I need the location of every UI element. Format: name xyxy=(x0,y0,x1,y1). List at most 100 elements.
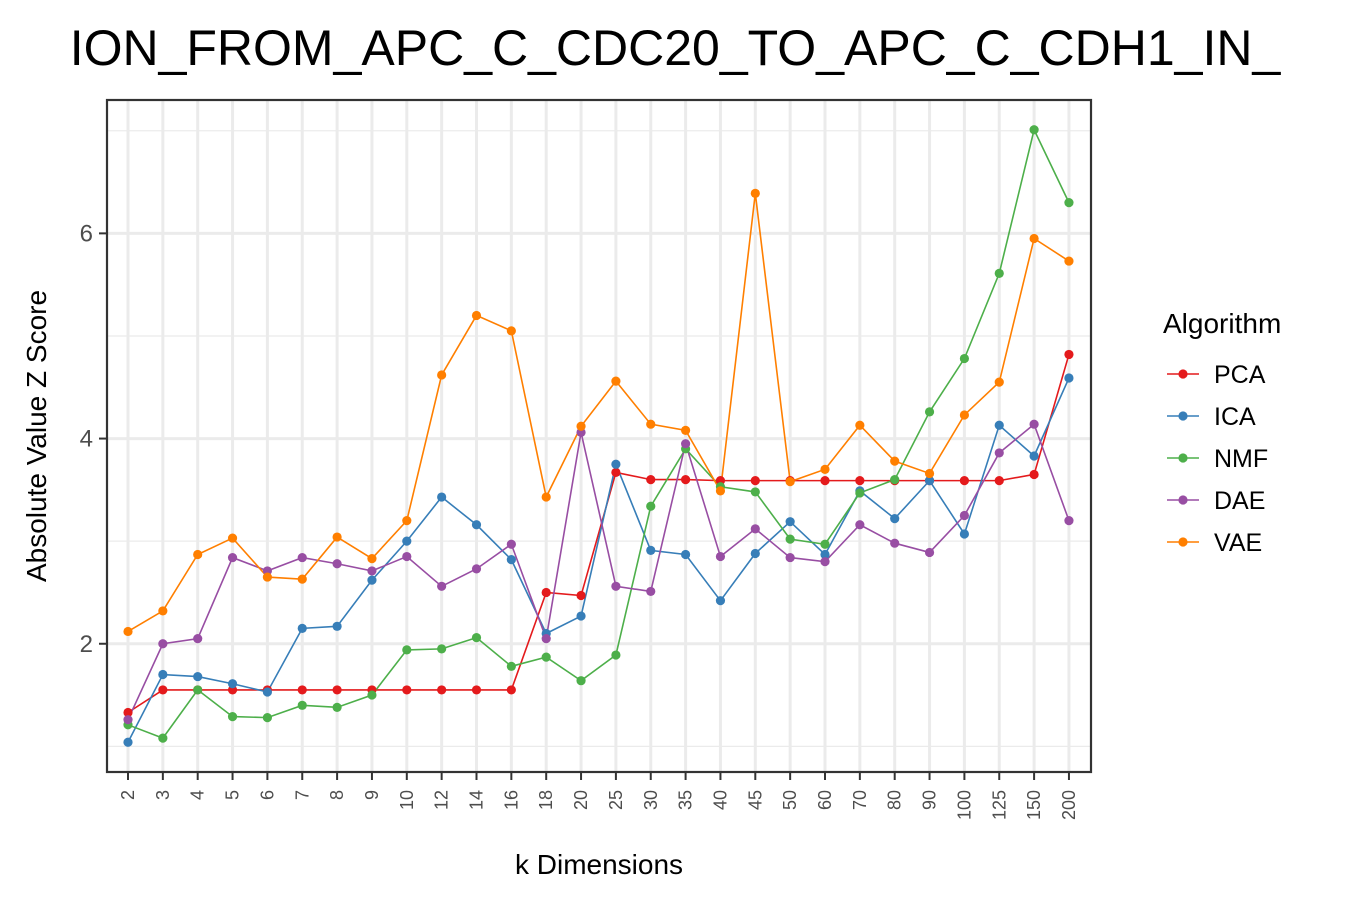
data-point-ica xyxy=(227,679,238,689)
legend-key-point xyxy=(1178,453,1188,463)
data-point-vae xyxy=(402,516,412,526)
y-axis: 2 4 6 xyxy=(80,220,107,658)
data-point-ica xyxy=(123,737,133,747)
data-point-ica xyxy=(1029,451,1039,461)
data-point-dae xyxy=(924,547,935,558)
data-point-ica xyxy=(994,420,1004,430)
data-point-nmf xyxy=(402,645,412,655)
plot-frame xyxy=(105,98,1093,774)
x-tick-label: 125 xyxy=(989,790,1009,820)
legend-key-point xyxy=(1178,411,1188,421)
data-point-vae xyxy=(820,464,830,474)
data-point-pca xyxy=(611,467,621,478)
data-point-vae xyxy=(262,572,272,582)
gridlines xyxy=(107,100,1091,772)
data-point-nmf xyxy=(820,539,830,549)
data-point-vae xyxy=(576,421,586,431)
data-point-ica xyxy=(715,596,726,606)
x-tick-label: 30 xyxy=(641,790,661,810)
data-point-pca xyxy=(123,707,133,718)
data-point-vae xyxy=(1029,233,1039,244)
legend-label: DAE xyxy=(1214,487,1265,515)
data-point-nmf xyxy=(576,676,586,686)
data-point-nmf xyxy=(193,685,203,695)
data-point-vae xyxy=(611,376,621,386)
data-point-vae xyxy=(715,486,726,496)
data-point-nmf xyxy=(611,650,621,660)
x-tick-label: 200 xyxy=(1059,790,1079,820)
data-point-nmf xyxy=(890,475,900,485)
data-point-pca xyxy=(158,685,168,695)
data-point-ica xyxy=(262,687,272,697)
x-tick-label: 8 xyxy=(327,790,347,800)
data-point-ica xyxy=(332,621,342,631)
data-point-dae xyxy=(402,551,412,562)
data-point-nmf xyxy=(332,702,342,712)
data-point-nmf xyxy=(506,661,516,671)
x-tick-label: 60 xyxy=(815,790,835,810)
y-tick-label: 4 xyxy=(80,426,93,453)
legend-item-pca: PCA xyxy=(1167,361,1266,389)
series-line-pca xyxy=(127,354,1070,714)
legend-key-point xyxy=(1178,495,1188,505)
data-point-ica xyxy=(924,476,935,486)
data-point-vae xyxy=(890,456,900,466)
data-point-pca xyxy=(1029,469,1039,480)
data-point-pca xyxy=(820,476,830,486)
data-point-ica xyxy=(576,611,586,621)
data-point-vae xyxy=(332,532,342,542)
data-point-vae xyxy=(437,370,447,380)
data-point-ica xyxy=(1064,373,1074,383)
data-point-vae xyxy=(681,425,691,435)
data-point-pca xyxy=(750,476,760,486)
data-point-vae xyxy=(297,574,307,584)
x-tick-label: 7 xyxy=(292,790,312,800)
data-point-dae xyxy=(367,566,377,576)
data-point-pca xyxy=(541,587,551,598)
x-tick-label: 9 xyxy=(362,790,382,800)
data-point-nmf xyxy=(1029,125,1039,135)
chart-title: ION_FROM_APC_C_CDC20_TO_APC_C_CDH1_IN_ xyxy=(70,20,1282,76)
data-point-nmf xyxy=(855,488,865,498)
data-point-dae xyxy=(855,520,865,530)
data-point-nmf xyxy=(924,407,935,417)
data-point-dae xyxy=(611,581,621,591)
data-point-dae xyxy=(193,634,203,644)
data-point-ica xyxy=(646,545,656,555)
data-point-vae xyxy=(506,326,516,336)
data-point-vae xyxy=(959,410,970,420)
data-point-dae xyxy=(715,551,726,562)
x-tick-label: 4 xyxy=(188,790,208,800)
data-point-pca xyxy=(437,685,447,695)
data-point-ica xyxy=(820,549,830,560)
legend-item-dae: DAE xyxy=(1167,487,1265,515)
series-layer xyxy=(123,125,1074,747)
data-point-nmf xyxy=(1064,197,1074,208)
data-point-nmf xyxy=(227,711,238,722)
data-point-dae xyxy=(297,552,307,563)
x-tick-label: 3 xyxy=(153,790,173,800)
legend-key-point xyxy=(1178,537,1188,547)
x-tick-label: 50 xyxy=(780,790,800,810)
data-point-pca xyxy=(506,685,516,695)
data-point-dae xyxy=(959,510,970,521)
data-point-dae xyxy=(890,538,900,548)
data-point-ica xyxy=(681,549,691,560)
plot-background xyxy=(107,100,1091,772)
x-tick-label: 6 xyxy=(257,790,277,800)
data-point-ica xyxy=(785,517,795,527)
x-tick-label: 40 xyxy=(710,790,730,810)
data-point-dae xyxy=(541,634,551,644)
x-tick-label: 80 xyxy=(885,790,905,810)
data-point-ica xyxy=(158,669,168,680)
data-point-dae xyxy=(332,559,342,569)
x-tick-label: 12 xyxy=(432,790,452,810)
data-point-vae xyxy=(541,492,551,502)
data-point-vae xyxy=(367,554,377,564)
series-line-vae xyxy=(127,193,1070,633)
x-axis: 2 3 4 5 6 7 8 9 10 12 14 16 18 20 25 30 35 40 45 50 60 70 80 90… xyxy=(118,772,1079,820)
data-point-dae xyxy=(158,639,168,649)
data-point-dae xyxy=(506,539,516,549)
data-point-vae xyxy=(924,468,935,479)
